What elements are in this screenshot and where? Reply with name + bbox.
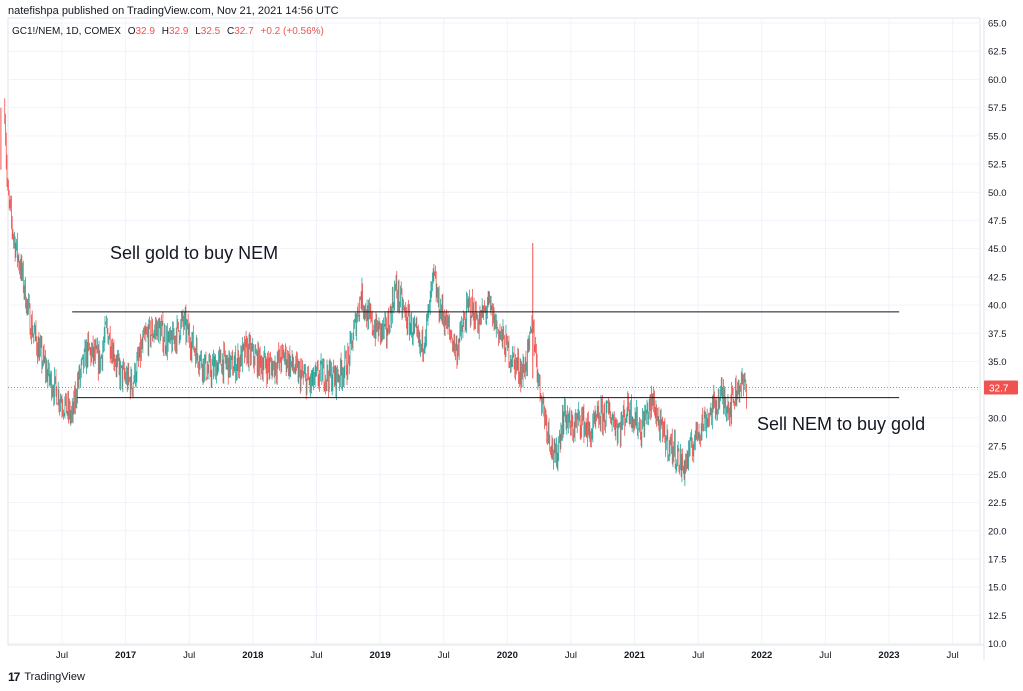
close-value: 32.7 — [234, 26, 254, 37]
x-tick-label: 2021 — [624, 650, 646, 661]
tradingview-footer: 17 TradingView — [8, 670, 85, 684]
y-tick-label: 25.0 — [988, 470, 1007, 481]
y-tick-label: 37.5 — [988, 329, 1007, 340]
x-tick-label: 2017 — [115, 650, 136, 661]
x-tick-label: 2020 — [497, 650, 518, 661]
y-tick-label: 15.0 — [988, 583, 1007, 594]
y-tick-label: 62.5 — [988, 47, 1007, 58]
x-tick-label: Jul — [565, 650, 577, 661]
open-value: 32.9 — [135, 26, 155, 37]
y-tick-label: 30.0 — [988, 413, 1007, 424]
annotation-sell-nem: Sell NEM to buy gold — [757, 414, 926, 434]
symbol-label: GC1!/NEM, 1D, COMEX — [12, 26, 121, 37]
grid-layer — [7, 17, 985, 660]
y-tick-label: 55.0 — [988, 131, 1007, 142]
annotation-sell-gold: Sell gold to buy NEM — [110, 243, 279, 263]
y-tick-label: 22.5 — [988, 498, 1007, 509]
y-tick-label: 10.0 — [988, 639, 1007, 650]
candles-layer — [0, 98, 747, 487]
tradingview-brand: TradingView — [24, 671, 85, 683]
x-tick-label: Jul — [692, 650, 704, 661]
y-tick-label: 27.5 — [988, 442, 1007, 453]
horizontal-lines-layer — [8, 311, 980, 399]
x-tick-label: Jul — [56, 650, 68, 661]
last-price-badge — [984, 380, 1018, 395]
price-axis: 65.0 62.5 60.0 57.5 55.0 52.5 50.0 47.5 45.0 42.5… — [984, 19, 1018, 650]
high-value: 32.9 — [168, 26, 189, 37]
y-tick-label: 45.0 — [988, 244, 1007, 255]
last-price-label: 32.7 — [989, 383, 1009, 394]
x-tick-label: Jul — [947, 650, 959, 661]
open-label: O — [127, 26, 136, 37]
time-axis: Jul 2017 Jul 2018 Jul 2019 Jul 2020 Jul 2021 Jul 20… — [56, 650, 959, 661]
y-tick-label: 40.0 — [988, 301, 1007, 312]
y-tick-label: 20.0 — [988, 526, 1007, 537]
y-tick-label: 12.5 — [988, 611, 1007, 622]
high-label: H — [161, 26, 169, 37]
y-tick-label: 65.0 — [988, 19, 1007, 30]
y-tick-label: 57.5 — [988, 103, 1007, 114]
change-value: +0.2 (+0.56%) — [260, 26, 324, 37]
x-tick-label: 2023 — [878, 650, 899, 661]
y-tick-label: 50.0 — [988, 188, 1007, 199]
x-tick-label: Jul — [819, 650, 831, 661]
y-tick-label: 47.5 — [988, 216, 1007, 227]
x-tick-label: Jul — [438, 650, 450, 661]
low-label: L — [195, 26, 201, 37]
x-tick-label: Jul — [183, 650, 195, 661]
x-tick-label: 2022 — [751, 650, 772, 661]
tradingview-logo-icon: 17 — [8, 670, 20, 684]
x-tick-label: Jul — [310, 650, 322, 661]
published-by-line: natefishpa published on TradingView.com,… — [8, 5, 339, 17]
symbol-legend: GC1!/NEM, 1D, COMEX O32.9 H32.9 L32.5 C3… — [12, 26, 324, 37]
y-tick-label: 42.5 — [988, 272, 1007, 283]
close-label: C — [227, 26, 235, 37]
y-tick-label: 60.0 — [988, 75, 1007, 86]
y-tick-label: 17.5 — [988, 554, 1007, 565]
x-tick-label: 2018 — [242, 650, 263, 661]
y-tick-label: 35.0 — [988, 357, 1007, 368]
y-tick-label: 52.5 — [988, 160, 1007, 171]
x-tick-label: 2019 — [370, 650, 391, 661]
low-value: 32.5 — [200, 26, 221, 37]
